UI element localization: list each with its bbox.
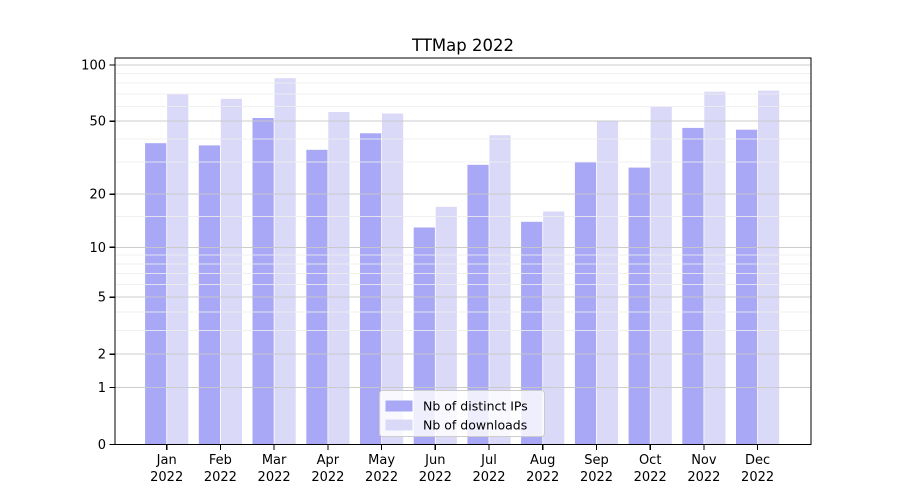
bar-apr-downloads xyxy=(328,112,350,445)
bar-dec-distinct-ips xyxy=(736,129,758,445)
x-tick-label-month: Aug xyxy=(530,453,555,468)
legend-label-distinct-ips: Nb of distinct IPs xyxy=(423,399,528,414)
bar-may-distinct-ips xyxy=(360,133,382,445)
bar-jul-distinct-ips xyxy=(467,164,489,445)
x-tick-label-year: 2022 xyxy=(687,470,720,485)
y-tick-label: 5 xyxy=(98,291,106,306)
bar-sep-downloads xyxy=(596,121,619,445)
x-tick-label-month: Sep xyxy=(584,453,609,468)
bar-feb-downloads xyxy=(220,98,242,445)
bar-sep-distinct-ips xyxy=(574,162,597,445)
y-tick-label: 0 xyxy=(98,438,106,453)
axes: 0 1 2 5 10 20 50 100 Jan 2022 Feb 2022 Mar 2022 Apr 202… xyxy=(81,59,774,486)
x-tick-label-year: 2022 xyxy=(526,470,559,485)
x-tick-label-year: 2022 xyxy=(311,470,344,485)
bar-aug-downloads xyxy=(543,211,565,445)
legend-swatch-distinct-ips xyxy=(385,400,413,412)
y-gridlines xyxy=(115,64,811,388)
bar-oct-distinct-ips xyxy=(628,167,650,445)
y-tick-label: 10 xyxy=(89,241,106,256)
chart-title: TTMap 2022 xyxy=(411,36,514,55)
legend: Nb of distinct IPs Nb of downloads xyxy=(379,390,545,437)
bar-jan-downloads xyxy=(167,94,189,445)
x-tick-label-year: 2022 xyxy=(419,470,452,485)
y-tick-label: 1 xyxy=(98,381,106,396)
bar-mar-downloads xyxy=(274,78,296,445)
x-tick-label-month: Mar xyxy=(262,453,287,468)
x-tick-label-year: 2022 xyxy=(472,470,505,485)
bar-nov-distinct-ips xyxy=(682,127,704,445)
bar-oct-downloads xyxy=(650,106,672,445)
bar-nov-downloads xyxy=(704,91,726,445)
y-tick-label: 50 xyxy=(89,115,106,130)
x-tick-label-month: May xyxy=(368,453,395,468)
bar-jan-distinct-ips xyxy=(145,143,167,445)
legend-swatch-downloads xyxy=(385,419,413,431)
bar-dec-downloads xyxy=(758,90,780,445)
x-tick-label-month: Jan xyxy=(156,453,177,468)
bar-feb-distinct-ips xyxy=(198,145,220,445)
x-tick-label-year: 2022 xyxy=(580,470,613,485)
bar-mar-distinct-ips xyxy=(252,118,274,445)
x-tick-label-month: Nov xyxy=(691,453,717,468)
x-tick-label-year: 2022 xyxy=(258,470,291,485)
bar-may-downloads xyxy=(382,113,404,445)
x-tick-label-month: Oct xyxy=(639,453,661,468)
x-tick-label-month: Feb xyxy=(209,453,232,468)
bar-jul-downloads xyxy=(489,135,511,445)
y-tick-label: 20 xyxy=(89,188,106,203)
bar-jun-downloads xyxy=(435,206,457,445)
x-tick-label-year: 2022 xyxy=(741,470,774,485)
legend-box xyxy=(379,390,545,437)
x-tick-label-year: 2022 xyxy=(150,470,183,485)
x-tick-label-month: Jun xyxy=(424,453,445,468)
x-tick-label-month: Dec xyxy=(745,453,770,468)
bar-aug-distinct-ips xyxy=(521,221,543,445)
x-tick-label-month: Apr xyxy=(317,453,340,468)
bars-layer xyxy=(145,78,780,445)
y-tick-label: 2 xyxy=(98,348,106,363)
x-tick-label-year: 2022 xyxy=(204,470,237,485)
y-tick-label: 100 xyxy=(81,59,106,74)
x-tick-label-year: 2022 xyxy=(365,470,398,485)
x-tick-label-month: Jul xyxy=(480,453,497,468)
legend-label-downloads: Nb of downloads xyxy=(423,418,527,433)
plot-frame xyxy=(114,57,812,446)
x-tick-label-year: 2022 xyxy=(634,470,667,485)
